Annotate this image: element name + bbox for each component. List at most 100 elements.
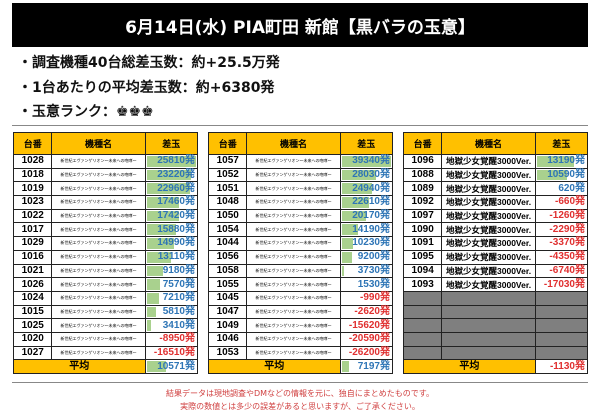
diff-cell: -3370発 bbox=[534, 236, 589, 251]
diff-value: 1530発 bbox=[357, 278, 390, 290]
average-label: 平均 bbox=[13, 359, 146, 374]
diff-value: 28030発 bbox=[352, 169, 390, 181]
column-header: 台番 bbox=[12, 132, 53, 155]
diff-bar bbox=[146, 292, 159, 304]
diff-value: 3410発 bbox=[162, 319, 195, 331]
diff-value: -660発 bbox=[554, 196, 585, 208]
column-header: 機種名 bbox=[246, 132, 341, 155]
table-row: 1050 新世紀エヴァンゲリオン～未来への咆哮～ 20170発 bbox=[207, 208, 394, 224]
diff-bar bbox=[146, 183, 191, 195]
diff-bar bbox=[341, 169, 377, 181]
diff-value: 5810発 bbox=[162, 305, 195, 317]
divider bbox=[12, 382, 588, 383]
diff-value: 13110発 bbox=[157, 251, 195, 263]
diff-cell: 10230発 bbox=[339, 236, 394, 251]
diff-cell: 13110発 bbox=[144, 249, 199, 265]
machine-number: 1054 bbox=[207, 222, 248, 238]
diff-value: 7210発 bbox=[162, 292, 195, 304]
table-row: 1017 新世紀エヴァンゲリオン～未来への咆哮～ 15880発 bbox=[12, 222, 199, 238]
diff-value: 7570発 bbox=[162, 278, 195, 290]
diff-cell: -1130発 bbox=[534, 359, 589, 374]
column-header: 機種名 bbox=[51, 132, 146, 155]
diff-cell: 17460発 bbox=[144, 195, 199, 210]
diff-cell: 23220発 bbox=[144, 167, 199, 183]
empty-row bbox=[402, 345, 589, 361]
table-row: 1094 地獄少女覚醒3000Ver. -6740発 bbox=[402, 263, 589, 279]
machine-number: 1028 bbox=[12, 154, 53, 169]
diff-bar bbox=[146, 156, 196, 167]
table-row: 1025 新世紀エヴァンゲリオン～未来への咆哮～ 3410発 bbox=[12, 318, 199, 333]
diff-bar bbox=[146, 320, 152, 331]
machine-number: 1093 bbox=[402, 277, 443, 292]
machine-number: 1029 bbox=[12, 236, 53, 251]
diff-value: 7197発 bbox=[357, 360, 390, 372]
empty-row bbox=[402, 318, 589, 333]
machine-number: 1095 bbox=[402, 249, 443, 265]
table-row: 1051 新世紀エヴァンゲリオン～未来への咆哮～ 24940発 bbox=[207, 181, 394, 197]
diff-value: 24940発 bbox=[352, 182, 390, 194]
diff-value: 25810発 bbox=[157, 155, 195, 167]
diff-value: 13190発 bbox=[547, 155, 585, 167]
machine-number: 1097 bbox=[402, 208, 443, 224]
table-row: 1016 新世紀エヴァンゲリオン～未来への咆哮～ 13110発 bbox=[12, 249, 199, 265]
machine-name: 新世紀エヴァンゲリオン～未来への咆哮～ bbox=[246, 263, 341, 279]
machine-number: 1055 bbox=[207, 277, 248, 292]
machine-number: 1057 bbox=[207, 154, 248, 169]
machine-name: 地獄少女覚醒3000Ver. bbox=[441, 236, 536, 251]
machine-number: 1019 bbox=[12, 181, 53, 197]
diff-cell: 39340発 bbox=[339, 154, 394, 169]
table-row: 1096 地獄少女覚醒3000Ver. 13190発 bbox=[402, 154, 589, 169]
table-row: 1019 新世紀エヴァンゲリオン～未来への咆哮～ 22960発 bbox=[12, 181, 199, 197]
machine-name: 新世紀エヴァンゲリオン～未来への咆哮～ bbox=[246, 249, 341, 265]
diff-cell: 24940発 bbox=[339, 181, 394, 197]
table-row: 1029 新世紀エヴァンゲリオン～未来への咆哮～ 14990発 bbox=[12, 236, 199, 251]
diff-cell: 14190発 bbox=[339, 222, 394, 238]
machine-name: 新世紀エヴァンゲリオン～未来への咆哮～ bbox=[51, 290, 146, 306]
table-row: 1097 地獄少女覚醒3000Ver. -1260発 bbox=[402, 208, 589, 224]
machine-number: 1050 bbox=[207, 208, 248, 224]
summary-total: ・調査機種40台総差玉数：約+25.5万発 bbox=[18, 55, 280, 71]
diff-cell: 28030発 bbox=[339, 167, 394, 183]
machine-number: 1045 bbox=[207, 290, 248, 306]
machine-number: 1047 bbox=[207, 304, 248, 320]
diff-value: 23220発 bbox=[157, 169, 195, 181]
diff-cell: 10590発 bbox=[534, 167, 589, 183]
diff-value: -3370発 bbox=[549, 237, 585, 249]
machine-number: 1046 bbox=[207, 331, 248, 347]
machine-name: 新世紀エヴァンゲリオン～未来への咆哮～ bbox=[51, 304, 146, 320]
machine-number: 1017 bbox=[12, 222, 53, 238]
diff-value: 620発 bbox=[558, 182, 585, 194]
machine-name: 新世紀エヴァンゲリオン～未来への咆哮～ bbox=[51, 208, 146, 224]
table-row: 1045 新世紀エヴァンゲリオン～未来への咆哮～ -990発 bbox=[207, 290, 394, 306]
machine-name: 新世紀エヴァンゲリオン～未来への咆哮～ bbox=[246, 290, 341, 306]
machine-number: 1015 bbox=[12, 304, 53, 320]
machine-number: 1027 bbox=[12, 345, 53, 361]
diff-cell: -1260発 bbox=[534, 208, 589, 224]
diff-cell: -26200発 bbox=[339, 345, 394, 361]
diff-value: 17420発 bbox=[157, 210, 195, 222]
page-title: 6月14日(水) PIA町田 新館【黒バラの玉意】 bbox=[12, 3, 588, 47]
machine-name: 新世紀エヴァンゲリオン～未来への咆哮～ bbox=[51, 222, 146, 238]
machine-name: 新世紀エヴァンゲリオン～未来への咆哮～ bbox=[246, 318, 341, 333]
machine-name: 新世紀エヴァンゲリオン～未来への咆哮～ bbox=[246, 345, 341, 361]
diff-cell: 3410発 bbox=[144, 318, 199, 333]
diff-cell: 17420発 bbox=[144, 208, 199, 224]
average-row: 平均 -1130発 bbox=[403, 359, 589, 374]
machine-number: 1090 bbox=[402, 222, 443, 238]
machine-name: 新世紀エヴァンゲリオン～未来への咆哮～ bbox=[51, 331, 146, 347]
average-row: 平均 10571発 bbox=[13, 359, 199, 374]
diff-cell: 22960発 bbox=[144, 181, 199, 197]
machine-number: 1025 bbox=[12, 318, 53, 333]
machine-number: 1022 bbox=[12, 208, 53, 224]
empty-row bbox=[402, 290, 589, 306]
diff-value: 39340発 bbox=[352, 155, 390, 167]
machine-number: 1091 bbox=[402, 236, 443, 251]
divider bbox=[12, 125, 588, 126]
machine-number: 1088 bbox=[402, 167, 443, 183]
machine-name: 地獄少女覚醒3000Ver. bbox=[441, 277, 536, 292]
empty-row bbox=[402, 304, 589, 320]
diff-cell: 5810発 bbox=[144, 304, 199, 320]
machine-number: 1018 bbox=[12, 167, 53, 183]
diff-cell: -4350発 bbox=[534, 249, 589, 265]
diff-value: 15880発 bbox=[157, 223, 195, 235]
